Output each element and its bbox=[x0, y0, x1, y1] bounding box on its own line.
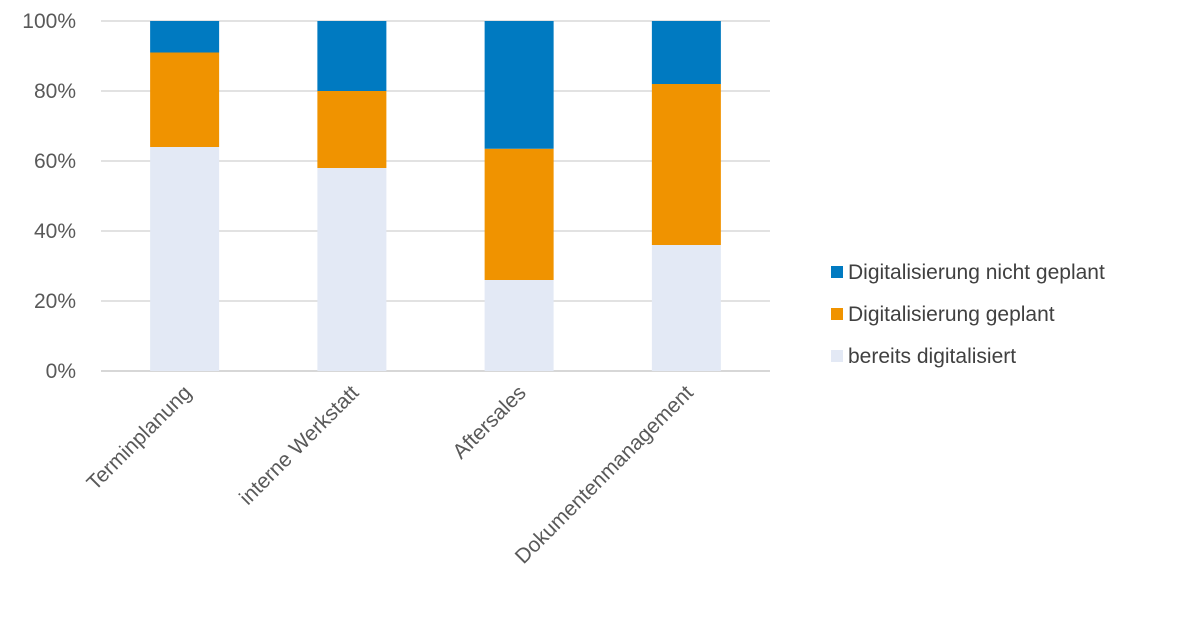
bar-segment bbox=[485, 21, 554, 149]
bar-segment bbox=[317, 168, 386, 371]
legend-swatch bbox=[831, 308, 843, 320]
y-tick-label: 60% bbox=[34, 150, 76, 173]
legend-swatch bbox=[831, 350, 843, 362]
x-axis: Terminplanung interne Werkstatt Aftersales… bbox=[82, 381, 698, 568]
bar-segment bbox=[150, 147, 219, 371]
bar-segment bbox=[485, 280, 554, 371]
y-tick-label: 100% bbox=[22, 10, 76, 33]
legend-label: bereits digitalisiert bbox=[848, 345, 1016, 368]
bars bbox=[150, 21, 721, 371]
y-tick-label: 20% bbox=[34, 290, 76, 313]
y-axis: 0% 20% 40% 60% 80% 100% bbox=[22, 10, 76, 383]
bar-segment bbox=[150, 21, 219, 53]
bar-segment bbox=[652, 84, 721, 245]
legend: Digitalisierung nicht geplant Digitalisie… bbox=[831, 261, 1105, 368]
legend-label: Digitalisierung nicht geplant bbox=[848, 261, 1105, 284]
y-tick-label: 80% bbox=[34, 80, 76, 103]
bar-segment bbox=[652, 21, 721, 84]
bar-segment bbox=[652, 245, 721, 371]
x-tick-label: Terminplanung bbox=[82, 381, 196, 495]
x-tick-label: Dokumentenmanagement bbox=[511, 381, 698, 568]
bar-segment bbox=[317, 21, 386, 91]
bar-segment bbox=[150, 53, 219, 148]
bar-segment bbox=[317, 91, 386, 168]
legend-label: Digitalisierung geplant bbox=[848, 303, 1055, 326]
x-tick-label: Aftersales bbox=[448, 381, 530, 463]
y-tick-label: 40% bbox=[34, 220, 76, 243]
legend-swatch bbox=[831, 266, 843, 278]
bar-segment bbox=[485, 149, 554, 280]
y-tick-label: 0% bbox=[46, 360, 76, 383]
x-tick-label: interne Werkstatt bbox=[235, 381, 363, 509]
